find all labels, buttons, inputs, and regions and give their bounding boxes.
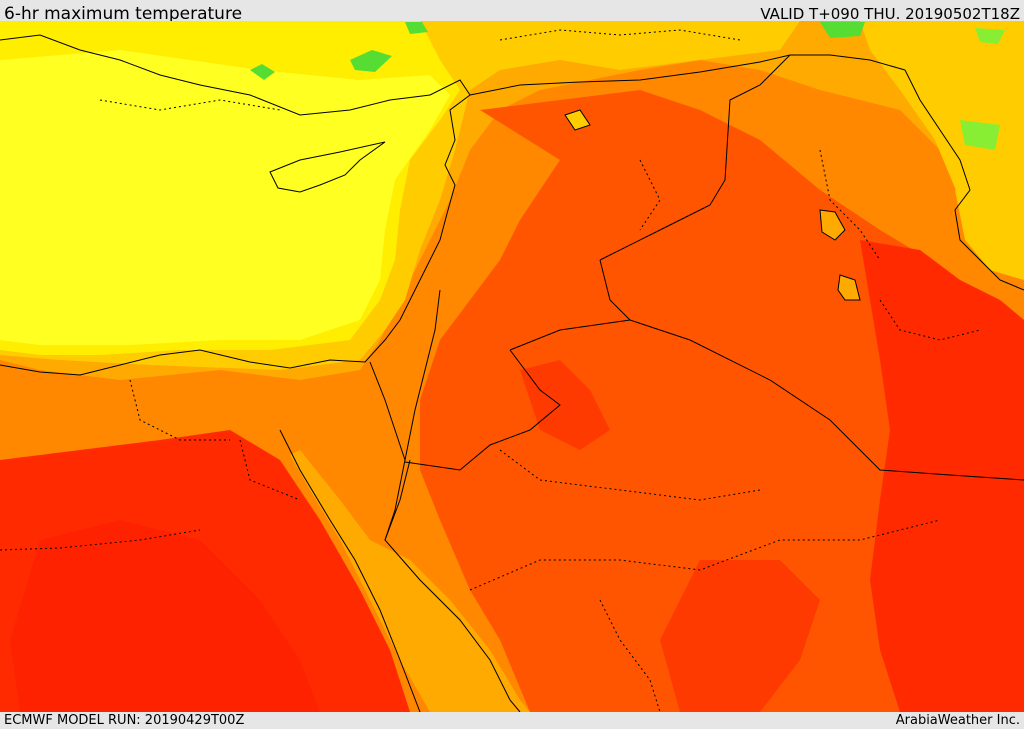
boundary-dotted-5 [819, 149, 881, 261]
border-egypt-israel [369, 361, 406, 461]
boundary-dotted-8 [499, 29, 741, 41]
border-iraq-iran [904, 69, 1024, 291]
red-sea [290, 450, 530, 712]
temp-band-light-yellow [0, 50, 450, 345]
boundary-dotted-7 [99, 99, 281, 111]
temp-patch-green-4 [820, 22, 865, 38]
temperature-map [0, 21, 1024, 712]
coastline-red-sea-west [279, 429, 421, 712]
boundary-dotted-10 [879, 299, 981, 341]
coastline-north [0, 34, 471, 376]
valid-time: VALID T+090 THU. 20190502T18Z [760, 5, 1020, 23]
temp-band-red-iraq [860, 240, 1024, 712]
boundary-dotted-2 [129, 379, 230, 441]
border-syria-iraq [599, 54, 791, 261]
lake-razazza [837, 274, 861, 301]
temp-patch-green-3 [405, 22, 428, 34]
border-jordan-saudi [404, 349, 561, 471]
model-run-label: ECMWF MODEL RUN: 20190429T00Z [4, 713, 245, 728]
footer-bar [0, 712, 1024, 729]
temp-patch-green-6 [960, 120, 1000, 150]
border-israel-jordan [404, 289, 441, 461]
coastline-aqaba [384, 459, 406, 541]
temp-patch-east-yellow [955, 190, 1024, 280]
temp-band-red-deep [10, 520, 320, 712]
coastline-cyprus [269, 141, 386, 193]
temp-patch-green-5 [975, 28, 1005, 44]
temp-patch-green-1 [250, 64, 275, 80]
boundary-dotted-6 [499, 449, 761, 501]
boundary-dotted-1 [0, 529, 201, 551]
border-iraq-saudi [629, 319, 1024, 481]
credit-label: ArabiaWeather Inc. [895, 713, 1020, 728]
boundary-dotted-9 [239, 439, 301, 501]
coastline-red-sea-east [384, 459, 521, 712]
temp-band-red-south [660, 560, 820, 712]
border-syria-turkey [469, 54, 906, 96]
map-title: 6-hr maximum temperature [4, 4, 243, 24]
lake-tharthar [819, 209, 846, 241]
header-bar: 6-hr maximum temperature VALID T+090 THU… [0, 0, 1024, 24]
temp-band-red-jordan [520, 360, 610, 450]
temp-patch-green-2 [350, 50, 392, 72]
boundary-dotted-3 [469, 519, 941, 591]
lake-van [564, 109, 591, 131]
boundary-dotted-11 [599, 599, 661, 712]
